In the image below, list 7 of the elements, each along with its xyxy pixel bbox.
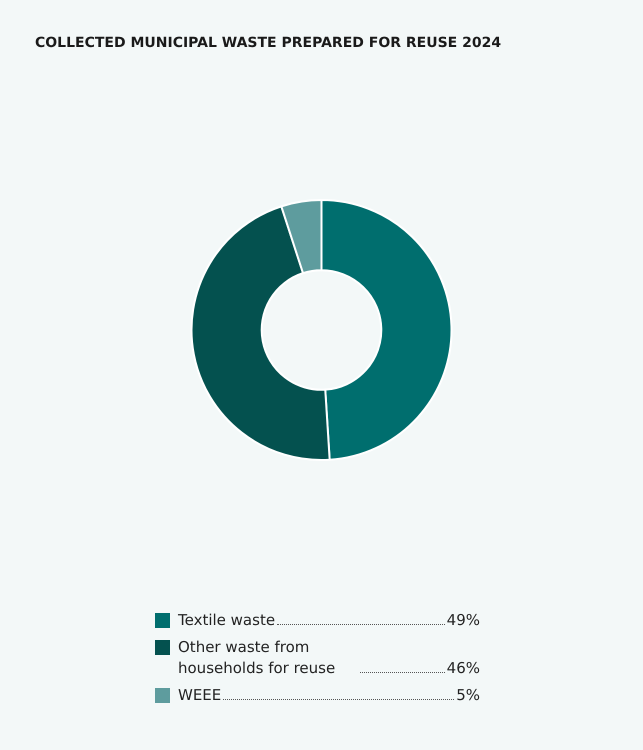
data-label: 5% [456,685,480,706]
legend-label: WEEE [178,685,222,706]
data-label: 46% [446,658,480,679]
data-label: 49% [446,610,480,631]
chart-title: COLLECTED MUNICIPAL WASTE PREPARED FOR REUSE 2024 [35,35,502,51]
legend-label: Other waste from households for reuse [178,637,336,679]
legend-label: Textile waste [178,610,276,631]
